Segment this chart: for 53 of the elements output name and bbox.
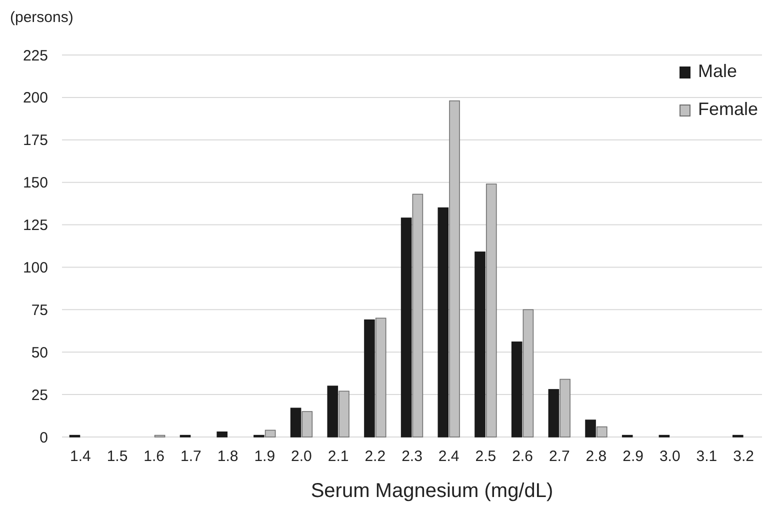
- y-tick-label: 200: [22, 90, 48, 107]
- y-tick-label: 175: [22, 132, 48, 150]
- y-tick-label: 225: [22, 47, 48, 64]
- x-tick-label: 2.2: [364, 448, 386, 465]
- bar: [596, 426, 608, 438]
- x-tick-label: 2.8: [586, 448, 607, 465]
- x-tick-label: 3.1: [696, 448, 718, 465]
- bar: [474, 252, 486, 438]
- y-tick-label: 0: [40, 429, 48, 446]
- x-tick-label: 1.5: [106, 448, 128, 465]
- x-tick-label: 1.6: [144, 448, 165, 465]
- bar: [522, 309, 534, 438]
- y-tick-label: 100: [22, 259, 48, 276]
- x-tick-label: 1.7: [180, 448, 202, 465]
- x-tick-label: 2.6: [512, 448, 533, 465]
- y-tick-label: 50: [31, 344, 48, 362]
- bar: [302, 411, 313, 438]
- x-tick-label: 2.4: [438, 448, 460, 465]
- bar: [585, 420, 596, 438]
- x-tick-label: 1.9: [254, 448, 276, 465]
- y-tick-label: 125: [22, 217, 48, 234]
- bar: [338, 390, 350, 438]
- x-tick-label: 1.4: [70, 448, 91, 465]
- bar: [290, 408, 302, 438]
- bar: [486, 184, 497, 438]
- bar: [400, 218, 412, 438]
- bar: [438, 207, 449, 438]
- bar: [364, 319, 375, 438]
- bar: [548, 389, 560, 438]
- x-tick-label: 2.3: [402, 448, 422, 465]
- x-tick-label: 3.2: [733, 448, 754, 465]
- x-tick-label: 2.7: [548, 448, 570, 465]
- x-tick-label: 1.8: [217, 448, 238, 465]
- bar: [412, 194, 424, 438]
- bar: [216, 432, 228, 438]
- bar: [560, 378, 570, 438]
- y-tick-label: 150: [22, 174, 48, 192]
- x-tick-label: 2.1: [328, 448, 349, 465]
- x-axis-title: Serum Magnesium (mg/dL): [310, 480, 554, 502]
- x-tick-label: 3.0: [659, 448, 680, 465]
- y-tick-label: 75: [31, 302, 48, 319]
- bar: [375, 318, 386, 438]
- y-tick-label: 25: [31, 386, 48, 404]
- y-axis-title: (persons): [10, 9, 74, 26]
- bar: [511, 342, 522, 438]
- x-tick-label: 2.0: [291, 448, 312, 465]
- bar: [264, 430, 276, 438]
- x-tick-label: 2.9: [622, 448, 644, 465]
- bar: [449, 100, 460, 438]
- x-tick-label: 2.5: [475, 448, 496, 465]
- legend-label: Female: [698, 99, 758, 119]
- bar: [327, 386, 338, 438]
- legend-label: Male: [698, 61, 738, 81]
